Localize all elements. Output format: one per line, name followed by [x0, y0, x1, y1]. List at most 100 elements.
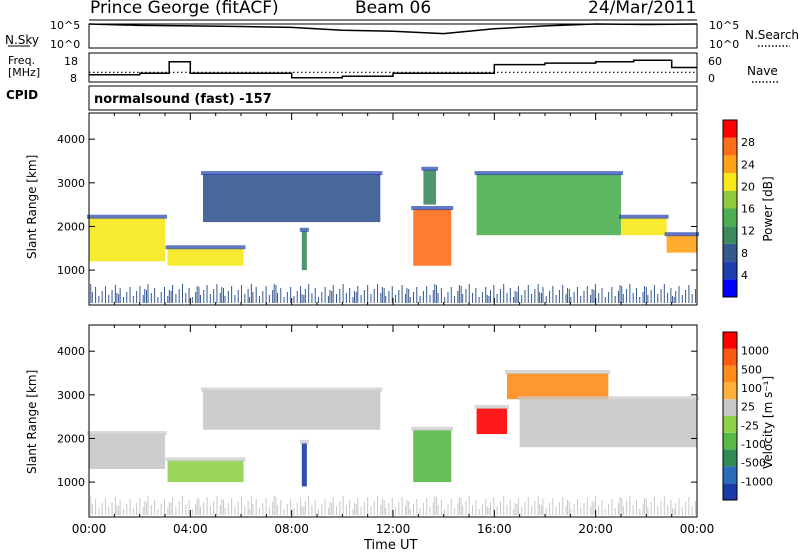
nsearch-label: N.Search: [745, 28, 800, 42]
power-colorbar-swatch: [723, 155, 737, 174]
velocity-ytick-label: 2000: [57, 432, 85, 445]
power-panel-ylabel: Slant Range [km]: [25, 154, 39, 259]
velocity-echo-rim: [299, 439, 309, 444]
velocity-colorbar-swatch: [723, 365, 737, 383]
power-colorbar-tick-label: 12: [741, 225, 755, 238]
date-title: 24/Mar/2011: [588, 0, 697, 18]
velocity-colorbar-tick-label: 500: [741, 363, 762, 376]
velocity-echo-region: [203, 390, 381, 430]
nsky-label: N.Sky: [5, 33, 40, 47]
power-colorbar-swatch: [723, 261, 737, 280]
velocity-colorbar-swatch: [723, 399, 737, 416]
power-echo-rim: [421, 166, 439, 171]
velocity-echo-region: [507, 373, 609, 400]
time-tick-label: 08:00: [274, 522, 309, 536]
power-colorbar-swatch: [723, 120, 737, 138]
power-colorbar-swatch: [723, 173, 737, 191]
velocity-colorbar-swatch: [723, 416, 737, 433]
velocity-echo-rim: [505, 370, 611, 374]
power-colorbar-swatch: [723, 226, 737, 244]
velocity-colorbar-swatch: [723, 348, 737, 366]
velocity-scale-label: Velocity [m s⁻¹]: [761, 375, 775, 469]
velocity-ytick-label: 3000: [57, 389, 85, 402]
power-ytick-label: 3000: [57, 177, 85, 190]
power-colorbar-swatch: [723, 208, 737, 227]
velocity-colorbar-swatch: [723, 332, 737, 349]
nsky-series-line: [88, 23, 698, 35]
freq-unit-label: [MHz]: [8, 66, 41, 79]
cpid-label: CPID: [6, 88, 39, 102]
power-echo-region: [167, 248, 244, 266]
velocity-ytick-label: 1000: [57, 476, 85, 489]
velocity-colorbar-tick-label: 100: [741, 382, 762, 395]
velocity-echo-region: [89, 434, 165, 469]
power-colorbar-frame: [722, 119, 738, 298]
velocity-colorbar-swatch: [723, 449, 737, 467]
power-ytick-label: 4000: [57, 133, 85, 146]
velocity-colorbar-tick-label: 1000: [741, 345, 769, 358]
velocity-echo-region: [476, 407, 507, 435]
time-tick-label: 04:00: [173, 522, 208, 536]
velocity-echo-rim: [165, 457, 246, 462]
power-echo-region: [301, 230, 307, 271]
power-echo-rim: [299, 227, 309, 232]
power-colorbar-tick-label: 8: [741, 247, 748, 260]
cpid-panel-frame: [88, 85, 698, 111]
velocity-echo-rim: [517, 396, 699, 401]
power-colorbar-tick-label: 4: [741, 269, 748, 282]
power-colorbar-tick-label: 28: [741, 136, 755, 149]
velocity-colorbar-tick-label: -100: [741, 438, 766, 451]
freq-series-line: [89, 59, 697, 79]
power-echo-region: [621, 217, 667, 236]
station-title: Prince George (fitACF): [90, 0, 279, 18]
power-colorbar-swatch: [723, 243, 737, 262]
power-echo-region: [203, 174, 381, 223]
power-echo-rim: [201, 171, 383, 176]
power-colorbar-swatch: [723, 279, 737, 297]
power-echo-rim: [165, 245, 246, 250]
time-axis-label: Time UT: [364, 538, 418, 553]
velocity-colorbar-tick-label: -500: [741, 457, 766, 470]
nave-tick-low: 0: [708, 72, 715, 85]
velocity-colorbar-tick-label: -1000: [741, 475, 773, 488]
velocity-echo-rim: [474, 404, 509, 409]
velocity-echo-rim: [201, 387, 383, 392]
velocity-colorbar-swatch: [723, 432, 737, 450]
power-scale-label: Power [dB]: [761, 176, 775, 242]
velocity-echo-region: [167, 460, 244, 483]
power-colorbar-tick-label: 20: [741, 180, 755, 193]
power-echo-rim: [87, 214, 167, 219]
power-colorbar-tick-label: 24: [741, 158, 755, 171]
time-tick-label: 16:00: [477, 522, 512, 536]
nsky-tick-low: 10^0: [50, 38, 81, 51]
cpid-text: normalsound (fast) -157: [94, 92, 272, 107]
power-colorbar-swatch: [723, 190, 737, 209]
freq-label: Freq.: [8, 54, 36, 67]
nsky-panel-frame: [88, 23, 698, 49]
velocity-colorbar-swatch: [723, 382, 737, 400]
power-echo-region: [423, 169, 437, 205]
nsky-tick-high: 10^5: [50, 19, 81, 32]
velocity-echo-region: [519, 399, 697, 448]
power-echo-rim: [664, 232, 699, 237]
freq-tick-high: 18: [64, 55, 78, 68]
power-echo-rim: [411, 206, 454, 210]
velocity-echo-rim: [87, 431, 167, 436]
time-tick-label: 12:00: [376, 522, 411, 536]
beam-title: Beam 06: [355, 0, 432, 18]
velocity-colorbar-tick-label: -25: [741, 419, 759, 432]
power-echo-rim: [619, 214, 669, 219]
velocity-panel-ylabel: Slant Range [km]: [25, 369, 39, 474]
power-echo-region: [476, 174, 621, 236]
freq-tick-low: 8: [70, 72, 77, 85]
time-tick-label: 00:00: [680, 522, 715, 536]
power-colorbar-swatch: [723, 137, 737, 156]
power-ytick-label: 2000: [57, 220, 85, 233]
power-echo-region: [89, 217, 165, 262]
velocity-colorbar-tick-label: 25: [741, 401, 755, 414]
time-tick-label: 20:00: [578, 522, 613, 536]
power-echo-region: [666, 235, 697, 253]
power-ytick-label: 1000: [57, 264, 85, 277]
